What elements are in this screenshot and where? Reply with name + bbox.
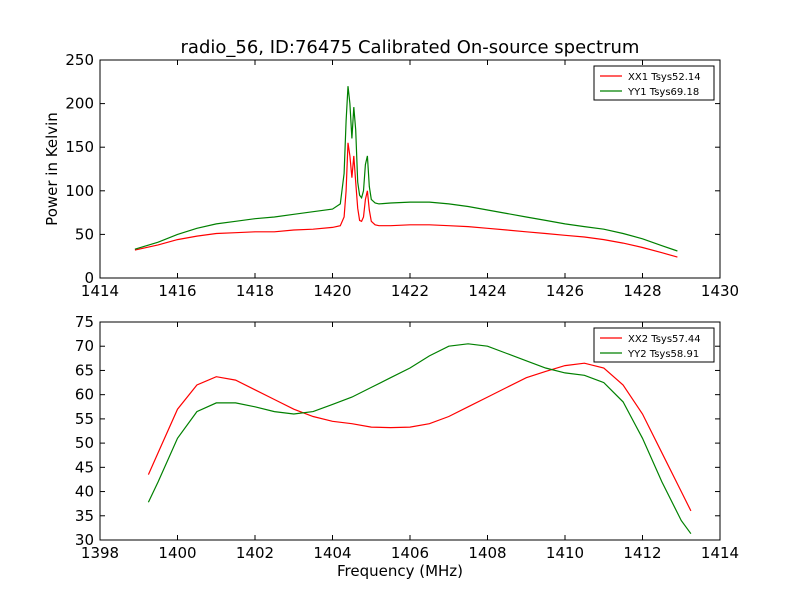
y-tick-label: 50 [75,434,94,452]
y-tick-label: 0 [84,269,94,287]
y-tick-label: 200 [65,95,94,113]
series-line-2 [134,86,678,252]
legend-box [593,327,715,363]
legend: XX2 Tsys57.44 YY2 Tsys58.91 [593,327,715,363]
legend-entry: XX2 Tsys57.44 [628,334,701,345]
y-tick-label: 70 [75,337,94,355]
legend-entry: XX1 Tsys52.14 [628,72,701,83]
bottom-spectrum-plot: 1398 1400 1402 1404 1406 1408 1410 1412 1414 30 35… [75,313,739,580]
legend-entry: YY2 Tsys58.91 [627,349,699,360]
x-tick-label: 1430 [701,282,739,300]
y-tick-label: 40 [75,483,94,501]
y-tick-label: 100 [65,182,94,200]
x-tick-label: 1398 [81,544,119,562]
y-tick-label: 65 [75,361,94,379]
x-tick-label: 1402 [236,544,274,562]
x-tick-label: 1404 [313,544,351,562]
legend-entry: YY1 Tsys69.18 [627,87,699,98]
x-tick-label: 1410 [546,544,584,562]
x-tick-label: 1414 [701,544,739,562]
y-tick-label: 60 [75,386,94,404]
x-tick-label: 1406 [391,544,429,562]
x-tick-label: 1428 [623,282,661,300]
x-tick-label: 1400 [158,544,196,562]
y-tick-label: 55 [75,410,94,428]
y-tick-label: 35 [75,507,94,525]
x-tick-label: 1426 [546,282,584,300]
chart-title: radio_56, ID:76475 Calibrated On-source … [181,37,640,58]
y-tick-label: 50 [75,225,94,243]
y-tick-label: 250 [65,51,94,69]
series-line-1 [147,362,692,512]
x-tick-label: 1414 [81,282,119,300]
x-tick-label: 1418 [236,282,274,300]
x-tick-label: 1420 [313,282,351,300]
legend: XX1 Tsys52.14 YY1 Tsys69.18 [593,65,715,101]
x-axis-label: Frequency (MHz) [337,562,463,580]
x-tick-label: 1412 [623,544,661,562]
top-spectrum-plot: 1414 1416 1418 1420 1422 1424 1426 1428 1430 0 50 1… [43,51,739,300]
x-tick-label: 1424 [468,282,506,300]
y-tick-label: 150 [65,138,94,156]
series-line-2 [147,343,692,535]
y-tick-label: 75 [75,313,94,331]
y-axis-label: Power in Kelvin [43,112,61,226]
y-tick-label: 45 [75,458,94,476]
x-tick-label: 1422 [391,282,429,300]
legend-box [593,65,715,101]
x-tick-label: 1416 [158,282,196,300]
series-line-1 [134,142,678,258]
x-tick-label: 1408 [468,544,506,562]
y-tick-label: 30 [75,531,94,549]
